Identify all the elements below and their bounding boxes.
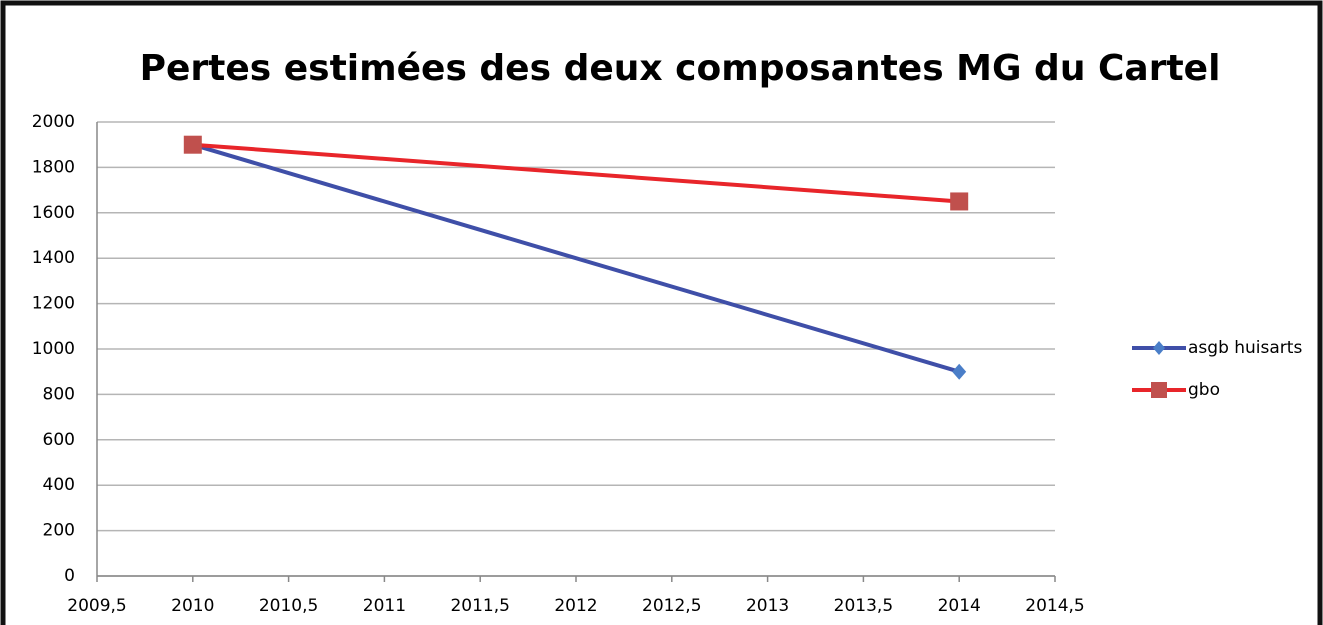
legend-label: gbo (1188, 380, 1220, 400)
legend-marker (1153, 341, 1165, 355)
legend-marker (1151, 382, 1167, 398)
x-tick-label: 2012,5 (642, 596, 701, 616)
y-tick-label: 0 (64, 566, 75, 586)
series-line (192, 142, 960, 204)
x-tick-label: 2013,5 (834, 596, 893, 616)
y-tick-label: 1000 (32, 339, 75, 359)
y-tick-label: 1400 (32, 248, 75, 268)
x-tick-label: 2012 (554, 596, 597, 616)
y-tick-label: 600 (43, 430, 75, 450)
x-tick-label: 2013 (746, 596, 789, 616)
legend-label: asgb huisarts (1188, 338, 1302, 358)
x-tick-label: 2011 (363, 596, 406, 616)
x-tick-label: 2010 (171, 596, 214, 616)
y-tick-label: 800 (43, 384, 75, 404)
series-line (192, 142, 960, 374)
y-tick-label: 2000 (32, 112, 75, 132)
y-tick-label: 400 (43, 475, 75, 495)
x-tick-label: 2009,5 (67, 596, 126, 616)
y-tick-label: 1600 (32, 203, 75, 223)
x-tick-label: 2010,5 (259, 596, 318, 616)
x-tick-label: 2011,5 (450, 596, 509, 616)
x-tick-label: 2014 (938, 596, 981, 616)
y-tick-label: 1200 (32, 294, 75, 314)
y-tick-label: 1800 (32, 157, 75, 177)
y-tick-label: 200 (43, 521, 75, 541)
x-tick-label: 2014,5 (1025, 596, 1084, 616)
marker (950, 192, 969, 211)
chart-title: Pertes estimées des deux composantes MG … (140, 48, 1221, 89)
marker (183, 135, 202, 154)
marker (952, 363, 967, 380)
